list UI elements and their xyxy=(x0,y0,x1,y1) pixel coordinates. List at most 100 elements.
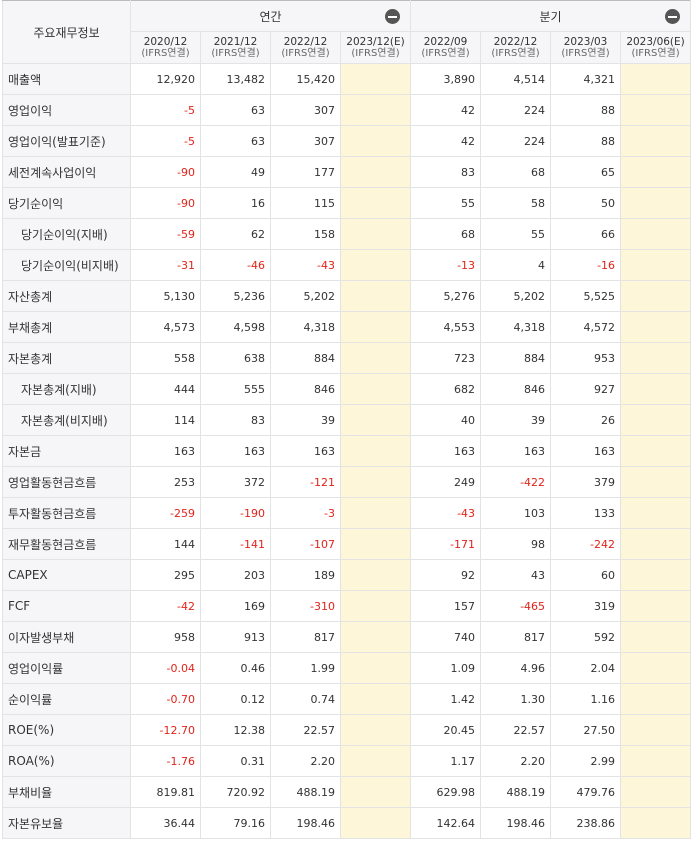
table-cell: -90 xyxy=(130,187,201,219)
table-cell: 43 xyxy=(480,559,552,591)
table-cell: -0.70 xyxy=(130,683,201,715)
minus-circle-icon[interactable] xyxy=(665,9,681,24)
annual-label: 연간 xyxy=(259,9,282,24)
table-cell: 1.30 xyxy=(480,683,552,715)
table-cell: 88 xyxy=(550,125,622,157)
table-cell: 592 xyxy=(550,621,622,653)
table-cell: -190 xyxy=(200,497,271,529)
table-row: 매출액 12,920 13,482 15,420 3,890 4,514 4,321 xyxy=(2,63,692,95)
table-cell: 1.99 xyxy=(270,652,341,684)
period-date: 2022/12 xyxy=(493,35,538,48)
table-cell: 39 xyxy=(270,404,341,436)
table-cell: 884 xyxy=(480,342,552,374)
table-cell: 5,130 xyxy=(130,280,201,312)
table-row: 자본총계 558 638 884 723 884 953 xyxy=(2,342,692,374)
row-label: 자본금 xyxy=(2,435,131,467)
table-cell xyxy=(620,94,692,126)
row-label: 투자활동현금흐름 xyxy=(2,497,131,529)
table-cell xyxy=(339,342,412,374)
table-row: ROE(%) -12.70 12.38 22.57 20.45 22.57 27.50 xyxy=(2,714,692,746)
table-row: 영업활동현금흐름 253 372 -121 249 -422 379 xyxy=(2,466,692,498)
table-cell xyxy=(620,63,692,95)
table-row: 자본유보율 36.44 79.16 198.46 142.64 198.46 238.86 xyxy=(2,807,692,839)
period-header: 2023/06(E) (IFRS연결) xyxy=(620,31,692,64)
period-date: 2022/09 xyxy=(423,35,468,48)
table-cell xyxy=(620,466,692,498)
table-cell: 846 xyxy=(270,373,341,405)
table-cell: -43 xyxy=(270,249,341,281)
table-cell xyxy=(620,497,692,529)
table-cell xyxy=(339,745,412,777)
row-label: 세전계속사업이익 xyxy=(2,156,131,188)
row-label: 부채총계 xyxy=(2,311,131,343)
table-cell: 5,276 xyxy=(410,280,482,312)
table-cell: 723 xyxy=(410,342,482,374)
table-row: 자산총계 5,130 5,236 5,202 5,276 5,202 5,525 xyxy=(2,280,692,312)
table-cell: 819.81 xyxy=(130,776,201,808)
period-header: 2023/12(E) (IFRS연결) xyxy=(339,31,412,64)
period-basis: (IFRS연결) xyxy=(281,47,330,59)
table-cell: 26 xyxy=(550,404,622,436)
table-cell: 0.74 xyxy=(270,683,341,715)
table-cell: 198.46 xyxy=(480,807,552,839)
table-cell: 49 xyxy=(200,156,271,188)
table-cell: 4,318 xyxy=(270,311,341,343)
row-label: 영업이익률 xyxy=(2,652,131,684)
table-cell: 163 xyxy=(410,435,482,467)
table-row: 세전계속사업이익 -90 49 177 83 68 65 xyxy=(2,156,692,188)
row-label: 당기순이익(지배) xyxy=(2,218,131,250)
row-label: 영업활동현금흐름 xyxy=(2,466,131,498)
table-cell: 4,573 xyxy=(130,311,201,343)
table-cell: 846 xyxy=(480,373,552,405)
table-cell: 224 xyxy=(480,125,552,157)
table-row: 영업이익(발표기준) -5 63 307 42 224 88 xyxy=(2,125,692,157)
period-basis: (IFRS연결) xyxy=(421,47,470,59)
row-label: FCF xyxy=(2,590,131,622)
table-cell xyxy=(339,373,412,405)
table-row: 영업이익 -5 63 307 42 224 88 xyxy=(2,94,692,126)
table-cell xyxy=(339,776,412,808)
table-cell: 295 xyxy=(130,559,201,591)
table-cell: 58 xyxy=(480,187,552,219)
row-label: 순이익률 xyxy=(2,683,131,715)
period-header: 2021/12 (IFRS연결) xyxy=(200,31,271,64)
table-cell xyxy=(620,435,692,467)
table-cell: 12,920 xyxy=(130,63,201,95)
row-label: 부채비율 xyxy=(2,776,131,808)
period-basis: (IFRS연결) xyxy=(561,47,610,59)
table-cell: 0.31 xyxy=(200,745,271,777)
table-cell: 2.20 xyxy=(270,745,341,777)
table-cell: -242 xyxy=(550,528,622,560)
table-row: 부채비율 819.81 720.92 488.19 629.98 488.19 479.76 xyxy=(2,776,692,808)
table-cell: 4,321 xyxy=(550,63,622,95)
table-cell: 319 xyxy=(550,590,622,622)
table-cell xyxy=(620,249,692,281)
table-row: 투자활동현금흐름 -259 -190 -3 -43 103 133 xyxy=(2,497,692,529)
table-cell: 629.98 xyxy=(410,776,482,808)
table-cell: 12.38 xyxy=(200,714,271,746)
table-cell: 479.76 xyxy=(550,776,622,808)
row-label: 자본총계 xyxy=(2,342,131,374)
table-cell: 203 xyxy=(200,559,271,591)
table-cell: 22.57 xyxy=(270,714,341,746)
table-cell: 253 xyxy=(130,466,201,498)
table-cell xyxy=(339,621,412,653)
quarter-label: 분기 xyxy=(539,9,562,24)
period-date: 2023/06(E) xyxy=(626,35,685,48)
table-cell: 20.45 xyxy=(410,714,482,746)
table-cell: 958 xyxy=(130,621,201,653)
period-date: 2020/12 xyxy=(143,35,188,48)
table-cell: 39 xyxy=(480,404,552,436)
table-cell: 83 xyxy=(410,156,482,188)
table-cell: -16 xyxy=(550,249,622,281)
table-cell: 238.86 xyxy=(550,807,622,839)
table-cell: -13 xyxy=(410,249,482,281)
row-label: 영업이익 xyxy=(2,94,131,126)
minus-circle-icon[interactable] xyxy=(385,9,401,24)
table-cell: 65 xyxy=(550,156,622,188)
table-cell: 144 xyxy=(130,528,201,560)
period-basis: (IFRS연결) xyxy=(141,47,190,59)
table-cell: 884 xyxy=(270,342,341,374)
table-cell: 16 xyxy=(200,187,271,219)
table-cell xyxy=(339,156,412,188)
